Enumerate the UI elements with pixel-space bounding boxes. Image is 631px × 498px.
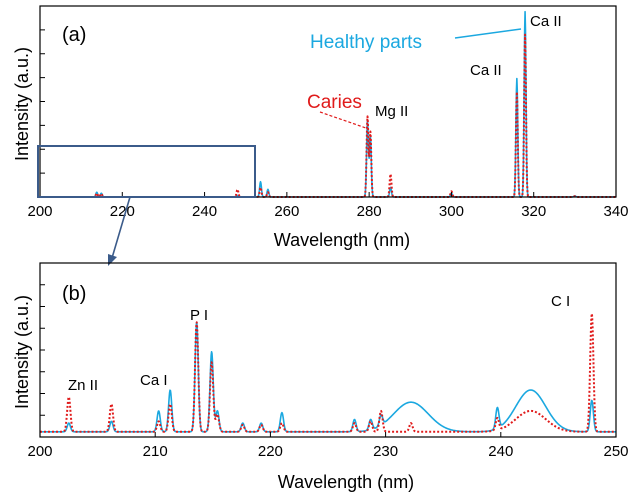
x-tick-label: 200 xyxy=(27,203,52,220)
annotation-c-i: C I xyxy=(551,293,570,310)
panel-b-frame xyxy=(39,262,617,438)
x-tick-label: 240 xyxy=(488,443,513,460)
panel-a-series-caries xyxy=(39,33,617,198)
legend-healthy-label: Healthy parts xyxy=(310,32,422,53)
panel-a-xlabel: Wavelength (nm) xyxy=(274,230,410,250)
panel-a: 200 220 240 260 280 300 320 340 (a) Intensity (… xyxy=(12,5,629,250)
annotation-ca-ii-318: Ca II xyxy=(530,13,562,30)
annotation-ca-i: Ca I xyxy=(140,372,168,389)
annotation-mg-ii: Mg II xyxy=(375,103,408,120)
panel-b-xlabel: Wavelength (nm) xyxy=(278,472,414,492)
annotation-p-i: P I xyxy=(190,307,208,324)
panel-a-ticks: 200 220 240 260 280 300 320 340 xyxy=(27,29,629,220)
zoom-region-box xyxy=(37,145,256,198)
legend-caries-pointer xyxy=(319,111,367,129)
panel-b-series-healthy xyxy=(39,321,617,433)
panel-a-ylabel: Intensity (a.u.) xyxy=(12,47,32,161)
annotation-ca-ii-316: Ca II xyxy=(470,62,502,79)
panel-b: 200 210 220 230 240 250 (b) Intensity (a.u.) … xyxy=(12,262,629,492)
x-tick-label: 230 xyxy=(373,443,398,460)
panel-b-label: (b) xyxy=(62,283,86,305)
x-tick-label: 220 xyxy=(110,203,135,220)
x-tick-label: 220 xyxy=(258,443,283,460)
panel-b-ylabel: Intensity (a.u.) xyxy=(12,295,32,409)
x-tick-label: 210 xyxy=(143,443,168,460)
x-tick-label: 340 xyxy=(603,203,628,220)
x-tick-label: 280 xyxy=(357,203,382,220)
panel-b-series xyxy=(39,312,617,433)
x-tick-label: 300 xyxy=(439,203,464,220)
x-tick-label: 320 xyxy=(521,203,546,220)
panel-b-series-caries xyxy=(39,312,617,433)
x-tick-label: 240 xyxy=(192,203,217,220)
x-tick-label: 200 xyxy=(27,443,52,460)
x-tick-label: 260 xyxy=(274,203,299,220)
legend-healthy-pointer xyxy=(454,28,522,39)
panel-a-label: (a) xyxy=(62,24,86,46)
legend-caries-label: Caries xyxy=(307,92,362,113)
x-tick-label: 250 xyxy=(603,443,628,460)
annotation-zn-ii: Zn II xyxy=(68,377,98,394)
panel-b-ticks: 200 210 220 230 240 250 xyxy=(27,284,629,460)
